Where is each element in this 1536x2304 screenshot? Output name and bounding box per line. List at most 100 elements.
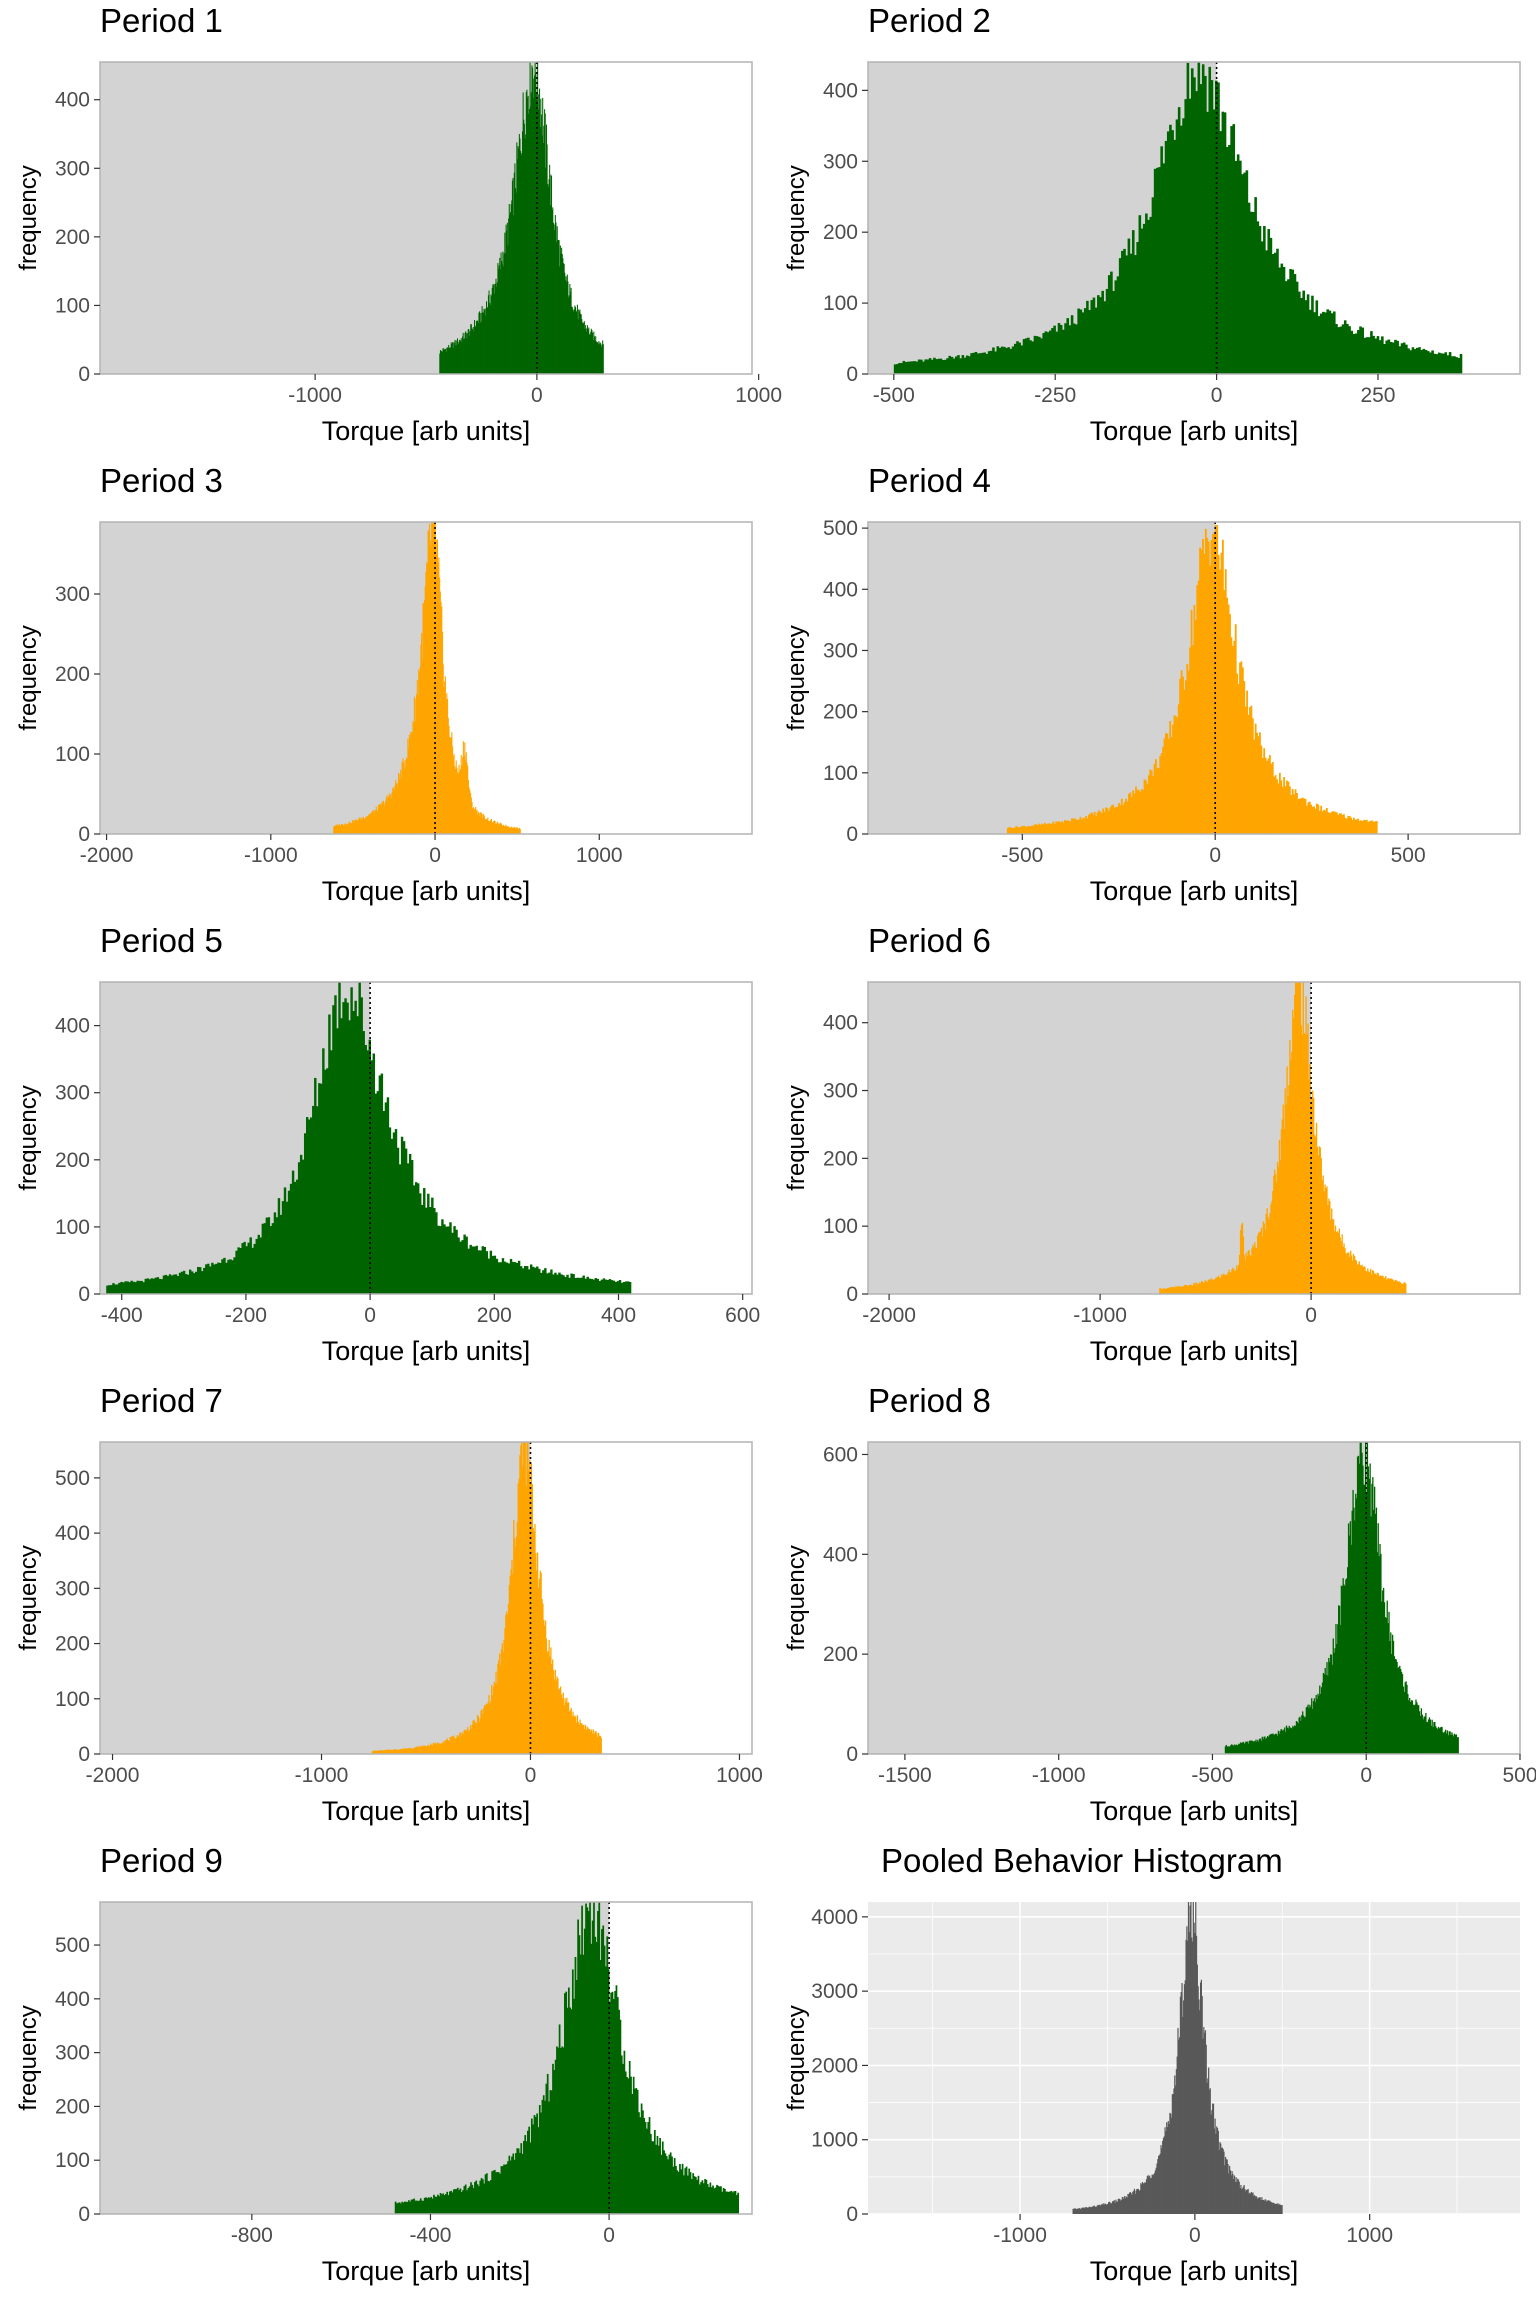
histogram-bar [410, 733, 413, 834]
histogram-bar [1269, 1734, 1272, 1754]
histogram-bar [417, 695, 419, 834]
histogram-bar [513, 826, 515, 834]
histogram-bar [1371, 820, 1374, 834]
histogram-bar [533, 2115, 536, 2214]
histogram-bar [1129, 253, 1133, 374]
histogram-bar [1206, 111, 1209, 375]
histogram-bar [1008, 826, 1011, 834]
histogram-bar [527, 95, 529, 375]
histogram-bar [1332, 1219, 1335, 1294]
histogram-bar [398, 2202, 401, 2214]
histogram-bar [1042, 824, 1045, 834]
histogram-bar [1343, 320, 1347, 374]
histogram-bar [1183, 1984, 1186, 2214]
histogram-bar [1249, 211, 1253, 374]
histogram-bar [521, 1268, 525, 1294]
histogram-bar [1230, 637, 1233, 834]
histogram-bar [499, 1262, 503, 1294]
histogram-bar [565, 1702, 567, 1754]
histogram-bar [508, 2155, 511, 2214]
histogram-bar [1217, 2130, 1219, 2214]
histogram-bar [583, 1728, 586, 1754]
histogram-bar [566, 281, 568, 374]
histogram-bar [477, 1716, 480, 1754]
histogram-bar [1445, 1733, 1448, 1754]
histogram-bar [1122, 805, 1125, 834]
histogram-bar [517, 828, 519, 834]
histogram-bar [489, 305, 491, 374]
histogram-bar [495, 1671, 497, 1754]
histogram-bar [534, 62, 536, 374]
histogram-bar [483, 1705, 486, 1754]
histogram-bar [518, 133, 520, 374]
histogram-bar [484, 818, 486, 834]
histogram-bar [357, 820, 359, 834]
histogram-bar [1039, 824, 1042, 834]
histogram-bar [482, 2179, 484, 2214]
histogram-bar [1123, 248, 1126, 374]
histogram-bar [450, 2190, 453, 2214]
histogram-bar [450, 348, 452, 374]
histogram-bar [607, 1969, 610, 2214]
histogram-bar [1343, 1584, 1345, 1754]
histogram-bar [582, 1724, 584, 1754]
histogram-bar [714, 2187, 717, 2214]
histogram-bar [1394, 1279, 1397, 1294]
histogram-bar [542, 1603, 544, 1754]
histogram-bar [1356, 1498, 1358, 1754]
histogram-bar [523, 1266, 527, 1294]
histogram-bar [444, 1740, 446, 1754]
histogram-bar [347, 823, 349, 834]
histogram-bar [485, 315, 487, 374]
histogram-bar [1059, 822, 1062, 834]
histogram-bar [578, 1724, 580, 1754]
histogram-bar [494, 1683, 496, 1754]
histogram-bar [354, 821, 356, 834]
histogram-bar [414, 1747, 417, 1754]
histogram-bar [528, 1470, 530, 1754]
histogram-bar [1327, 812, 1330, 834]
histogram-bar [460, 338, 462, 374]
histogram-bar [920, 359, 923, 374]
histogram-bar [467, 333, 469, 374]
histogram-bar [1038, 336, 1041, 374]
histogram-bar [479, 322, 481, 374]
histogram-bar [425, 1207, 428, 1294]
histogram-bar [1116, 2201, 1119, 2214]
histogram-bar [574, 1956, 577, 2214]
histogram-bar [1212, 533, 1214, 834]
histogram-bar [498, 1660, 500, 1754]
histogram-bar [1243, 172, 1246, 374]
histogram-bar [508, 203, 510, 374]
histogram-bar [484, 310, 486, 374]
histogram-bar [1153, 2172, 1156, 2214]
histogram-bar [553, 1679, 556, 1754]
histogram-bar [1343, 814, 1345, 834]
histogram-bar [511, 200, 513, 374]
histogram-bar [118, 1282, 121, 1294]
histogram-bar [1152, 2175, 1154, 2214]
histogram-bar [577, 319, 579, 374]
histogram-bar [541, 1599, 543, 1754]
histogram-bar [533, 98, 535, 374]
histogram-bar [1072, 818, 1075, 834]
histogram-bar [592, 339, 594, 374]
histogram-bar [1254, 2195, 1256, 2214]
histogram-bar [1240, 1742, 1242, 1754]
histogram-bar [1212, 2103, 1214, 2214]
histogram-bar [333, 826, 336, 834]
y-tick-label: 100 [55, 2149, 90, 2172]
histogram-bar [217, 1262, 220, 1294]
histogram-bar [574, 1278, 577, 1294]
histogram-bar [1139, 791, 1142, 834]
histogram-bar [1260, 241, 1264, 374]
histogram-bar [598, 1281, 602, 1294]
histogram-bar [1361, 821, 1364, 834]
histogram-bar [1240, 1224, 1243, 1294]
histogram-bar [1168, 2123, 1170, 2214]
histogram-bar [1338, 1228, 1340, 1294]
histogram-bar [540, 1572, 542, 1754]
histogram-bar [1387, 339, 1391, 374]
histogram-bar [590, 1729, 593, 1754]
histogram-bar [415, 2200, 418, 2214]
